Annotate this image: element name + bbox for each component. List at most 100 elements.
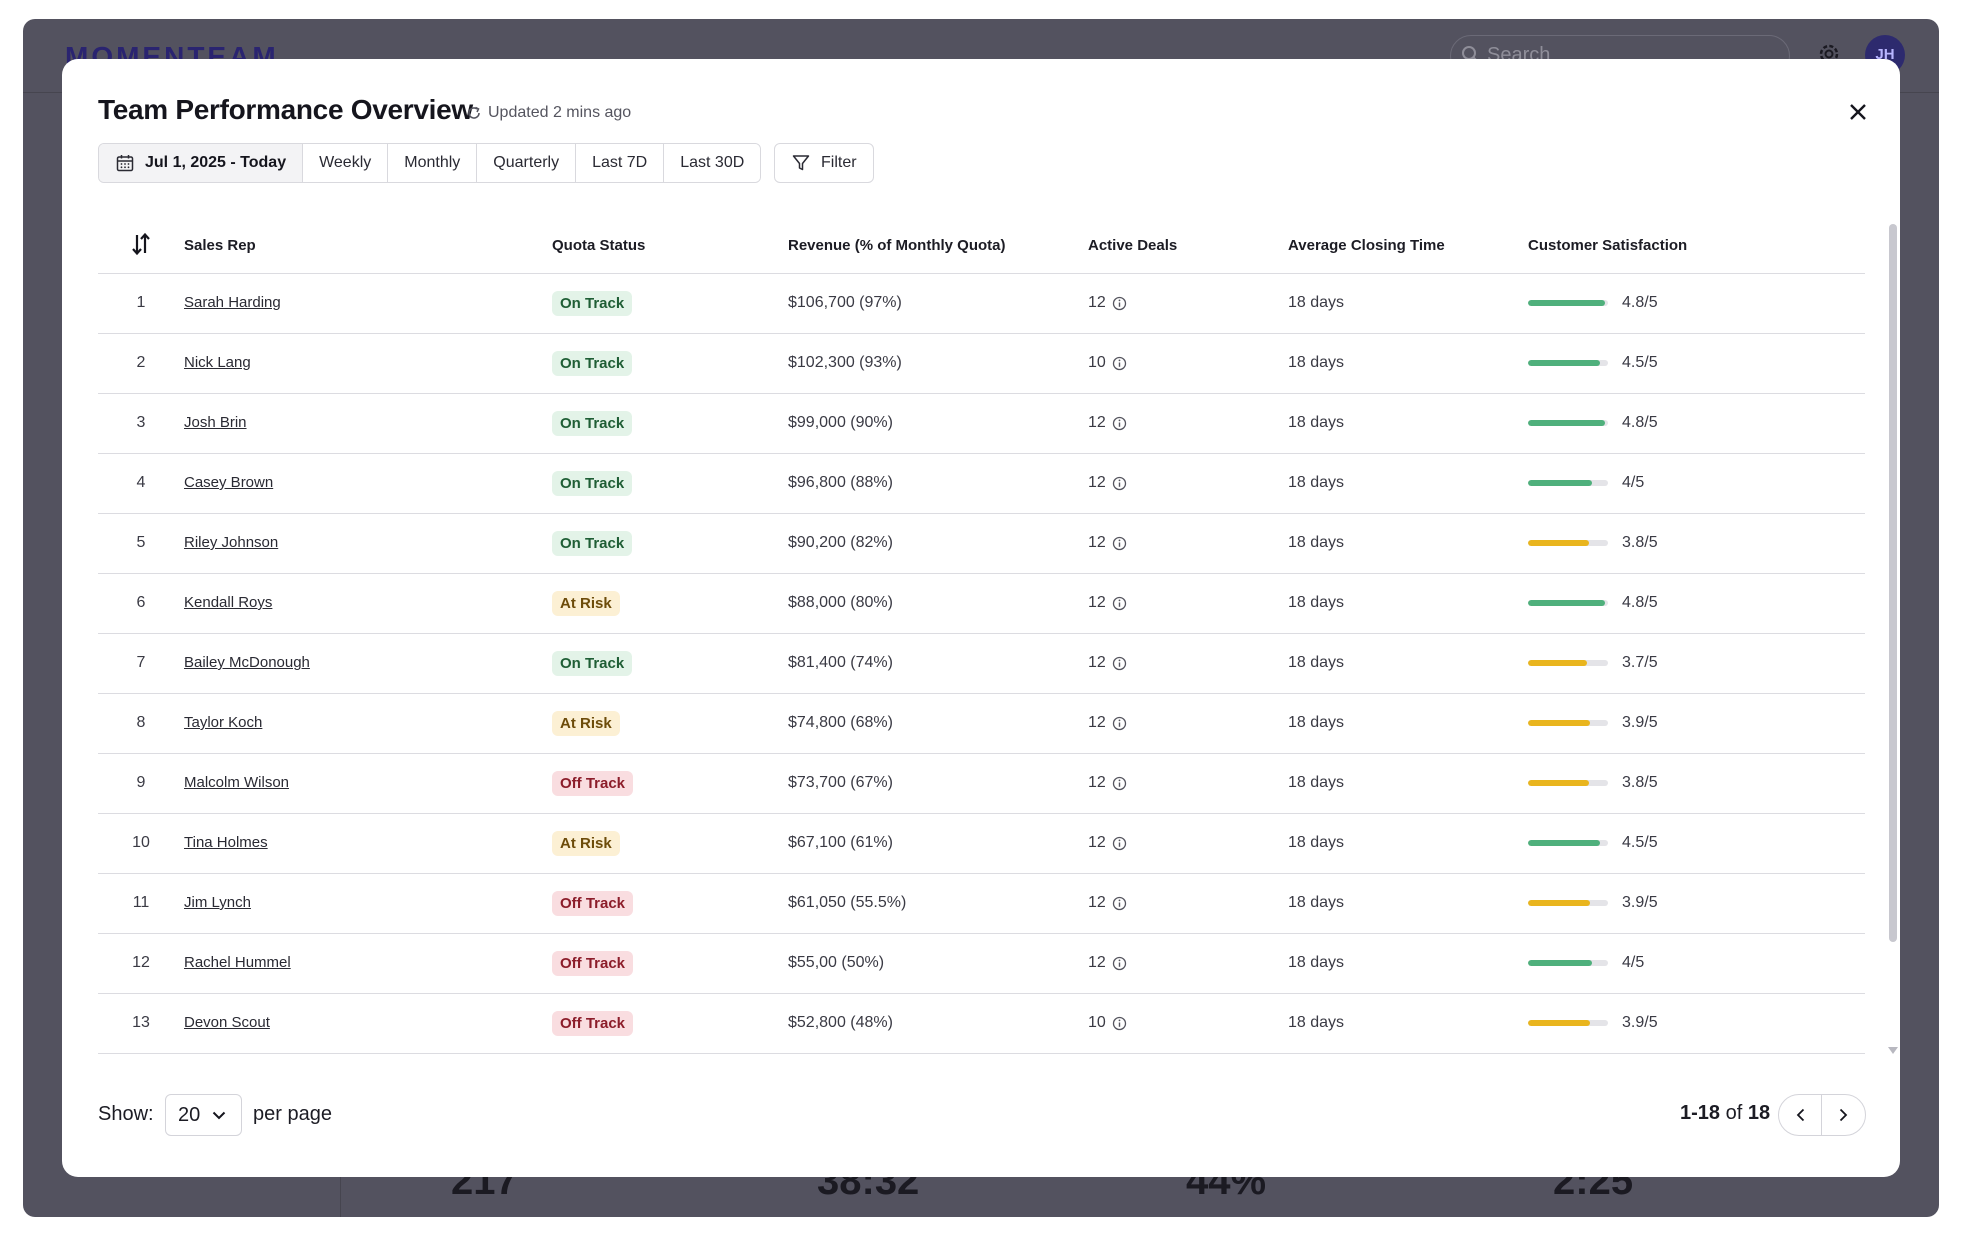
date-range-picker[interactable]: Jul 1, 2025 - Today [99,144,304,182]
status-badge: Off Track [552,890,634,916]
info-icon[interactable] [1112,836,1127,851]
column-header-quota-status[interactable]: Quota Status [552,219,788,274]
info-icon[interactable] [1112,776,1127,791]
range-last-30d-button[interactable]: Last 30D [664,144,761,182]
table-row[interactable]: 1 Sarah Harding On Track $106,700 (97%) 12 18… [98,273,1865,334]
table-row[interactable]: 12 Rachel Hummel Off Track $55,00 (50%) 12 18… [98,933,1865,994]
previous-page-button[interactable] [1779,1095,1823,1135]
info-icon[interactable] [1112,1016,1127,1031]
sales-rep-link[interactable]: Devon Scout [184,1014,270,1031]
table-row[interactable]: 6 Kendall Roys At Risk $88,000 (80%) 12 18 da… [98,573,1865,634]
sales-rep-link[interactable]: Sarah Harding [184,294,281,311]
sales-rep-link[interactable]: Kendall Roys [184,594,273,611]
satisfaction-cell: 4/5 [1528,453,1865,514]
table-row[interactable]: 13 Devon Scout Off Track $52,800 (48%) 10 18 … [98,993,1865,1054]
info-icon[interactable] [1112,956,1127,971]
range-monthly-button[interactable]: Monthly [388,144,478,182]
active-deals-cell: 12 [1088,573,1288,634]
closing-time-cell: 18 days [1288,273,1528,334]
info-icon[interactable] [1112,536,1127,551]
sales-rep-cell: Tina Holmes [184,813,552,874]
table-row[interactable]: 10 Tina Holmes At Risk $67,100 (61%) 12 18 da… [98,813,1865,874]
updated-status[interactable]: Updated 2 mins ago [466,104,631,122]
table-row[interactable]: 7 Bailey McDonough On Track $81,400 (74%) 12… [98,633,1865,694]
performance-table-container[interactable]: Sales Rep Quota Status Revenue (% of Mon… [98,219,1865,1099]
info-icon[interactable] [1112,716,1127,731]
info-icon[interactable] [1112,656,1127,671]
sales-rep-link[interactable]: Malcolm Wilson [184,774,290,791]
table-row[interactable]: 8 Taylor Koch At Risk $74,800 (68%) 12 18 day… [98,693,1865,754]
column-header-active-deals[interactable]: Active Deals [1088,219,1288,274]
active-deals-value: 12 [1088,714,1106,731]
next-page-button[interactable] [1822,1095,1865,1135]
column-header-sales-rep[interactable]: Sales Rep [184,219,552,274]
sales-rep-link[interactable]: Bailey McDonough [184,654,310,671]
revenue-cell: $90,200 (82%) [788,513,1088,574]
scroll-down-icon[interactable] [1888,1047,1898,1055]
sales-rep-cell: Josh Brin [184,393,552,454]
range-quarterly-button[interactable]: Quarterly [477,144,577,182]
table-row[interactable]: 4 Casey Brown On Track $96,800 (88%) 12 18 da… [98,453,1865,514]
active-deals-cell: 12 [1088,393,1288,454]
sort-column-header[interactable] [98,219,184,274]
range-last-7d-button[interactable]: Last 7D [576,144,665,182]
revenue-cell: $99,000 (90%) [788,393,1088,454]
table-header-row: Sales Rep Quota Status Revenue (% of Mon… [98,219,1865,274]
satisfaction-cell: 4.8/5 [1528,573,1865,634]
table-row[interactable]: 2 Nick Lang On Track $102,300 (93%) 10 18 day… [98,333,1865,394]
satisfaction-bar [1528,360,1608,366]
sales-rep-link[interactable]: Tina Holmes [184,834,268,851]
filter-button[interactable]: Filter [774,143,874,183]
sales-rep-link[interactable]: Josh Brin [184,414,247,431]
sales-rep-link[interactable]: Casey Brown [184,474,274,491]
satisfaction-score: 4.8/5 [1622,294,1658,311]
satisfaction-bar-fill [1528,420,1605,426]
status-badge: Off Track [552,1010,634,1036]
active-deals-value: 12 [1088,534,1106,551]
satisfaction-bar [1528,900,1608,906]
table-row[interactable]: 11 Jim Lynch Off Track $61,050 (55.5%) 12 18 … [98,873,1865,934]
sales-rep-link[interactable]: Rachel Hummel [184,954,291,971]
sales-rep-link[interactable]: Nick Lang [184,354,251,371]
sales-rep-cell: Sarah Harding [184,273,552,334]
satisfaction-cell: 3.8/5 [1528,513,1865,574]
close-button[interactable] [1842,96,1874,128]
sales-rep-link[interactable]: Jim Lynch [184,894,251,911]
per-page-select[interactable]: 20 [165,1094,242,1136]
info-icon[interactable] [1112,476,1127,491]
closing-time-cell: 18 days [1288,453,1528,514]
closing-time-cell: 18 days [1288,693,1528,754]
rank-cell: 13 [98,993,184,1054]
quota-status-cell: At Risk [552,573,788,634]
close-icon [1850,104,1866,120]
range-weekly-button[interactable]: Weekly [303,144,389,182]
satisfaction-bar-fill [1528,660,1588,666]
info-icon[interactable] [1112,416,1127,431]
sales-rep-link[interactable]: Taylor Koch [184,714,263,731]
satisfaction-score: 3.7/5 [1622,654,1658,671]
chevron-down-icon [213,1111,226,1119]
column-header-closing-time[interactable]: Average Closing Time [1288,219,1528,274]
column-header-revenue[interactable]: Revenue (% of Monthly Quota) [788,219,1088,274]
column-header-satisfaction[interactable]: Customer Satisfaction [1528,219,1865,274]
info-icon[interactable] [1112,596,1127,611]
active-deals-cell: 12 [1088,453,1288,514]
info-icon[interactable] [1112,896,1127,911]
gear-icon[interactable] [1816,41,1842,67]
scrollbar-thumb[interactable] [1889,224,1897,942]
sort-icon[interactable] [130,231,152,257]
info-icon[interactable] [1112,356,1127,371]
rank-cell: 11 [98,873,184,934]
table-row[interactable]: 5 Riley Johnson On Track $90,200 (82%) 12 18 … [98,513,1865,574]
table-row[interactable]: 3 Josh Brin On Track $99,000 (90%) 12 18 days… [98,393,1865,454]
active-deals-value: 12 [1088,954,1106,971]
active-deals-cell: 12 [1088,813,1288,874]
sales-rep-link[interactable]: Riley Johnson [184,534,279,551]
satisfaction-cell: 4.8/5 [1528,393,1865,454]
refresh-icon[interactable] [466,105,482,121]
satisfaction-score: 4.5/5 [1622,354,1658,371]
page-total: 18 [1747,1102,1771,1124]
active-deals-cell: 10 [1088,333,1288,394]
table-row[interactable]: 9 Malcolm Wilson Off Track $73,700 (67%) 12 1… [98,753,1865,814]
info-icon[interactable] [1112,296,1127,311]
